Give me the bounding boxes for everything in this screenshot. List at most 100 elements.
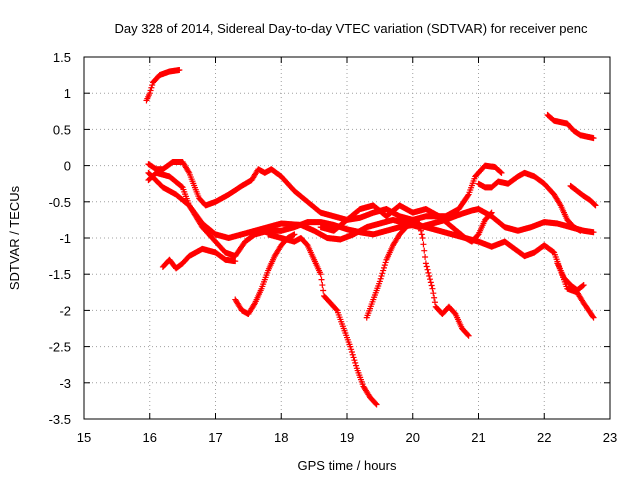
data-point: [425, 269, 432, 276]
y-axis-label: SDTVAR / TECUs: [7, 185, 22, 290]
series-arc-4: [145, 169, 597, 321]
data-point: [419, 235, 426, 241]
data-point: [590, 314, 597, 321]
series-arc-10: [475, 169, 584, 234]
data-point: [348, 349, 355, 356]
series-arc-12: [567, 182, 599, 209]
series-arc-8: [363, 216, 472, 339]
data-point: [421, 247, 428, 254]
data-point: [417, 224, 424, 231]
series-arc-13: [554, 260, 587, 294]
data-point: [577, 227, 584, 234]
data-point: [333, 306, 340, 313]
x-tick-label: 16: [143, 430, 157, 445]
data-point: [498, 169, 505, 176]
data-point: [320, 287, 327, 294]
data-point: [350, 354, 357, 361]
data-point: [589, 313, 596, 320]
data-point: [416, 220, 423, 227]
series-arc-2: [145, 158, 505, 223]
series-arc-11: [544, 111, 597, 142]
y-tick-label: -2: [59, 303, 71, 318]
data-point: [422, 260, 429, 267]
data-point: [379, 270, 386, 277]
data-point: [488, 209, 495, 216]
data-point: [380, 267, 387, 274]
data-point: [423, 263, 430, 270]
data-point: [185, 168, 192, 175]
data-point: [147, 87, 154, 94]
data-point: [591, 201, 598, 208]
data-point: [431, 294, 438, 301]
data-point: [251, 301, 258, 308]
series-arc-5: [159, 245, 239, 272]
data-point: [319, 282, 326, 289]
x-tick-label: 19: [340, 430, 354, 445]
x-tick-label: 21: [471, 430, 485, 445]
y-tick-label: -1.5: [49, 267, 71, 282]
data-point: [426, 273, 433, 280]
data-point: [590, 135, 597, 142]
data-point: [497, 169, 504, 176]
y-tick-label: 1: [64, 86, 71, 101]
series-arc-1: [143, 67, 183, 104]
x-tick-labels: 15 16 17 18 19 20 21 22 23: [77, 430, 617, 445]
data-point: [351, 357, 358, 364]
data-point: [580, 282, 587, 289]
y-tick-label: -3.5: [49, 412, 71, 427]
data-point: [352, 359, 359, 366]
series-arc-9: [317, 202, 495, 245]
data-point: [464, 331, 471, 338]
data-point: [348, 346, 355, 353]
x-tick-label: 20: [406, 430, 420, 445]
data-point: [418, 231, 425, 238]
data-point: [428, 282, 435, 289]
y-tick-label: 1.5: [53, 50, 71, 65]
y-tick-label: -0.5: [49, 195, 71, 210]
plot-frame: [83, 56, 611, 420]
data-point: [372, 400, 379, 407]
data-point: [378, 273, 385, 280]
x-tick-label: 17: [208, 430, 222, 445]
data-point: [377, 275, 384, 282]
data-point: [317, 271, 324, 278]
data-point: [176, 67, 183, 74]
data-point: [381, 262, 388, 269]
data-point: [380, 264, 387, 271]
data-point: [347, 343, 354, 350]
data-point: [592, 202, 599, 209]
data-point: [373, 401, 380, 408]
data-point: [590, 229, 597, 236]
data-point: [349, 351, 356, 358]
y-tick-label: -3: [59, 376, 71, 391]
data-point: [427, 279, 434, 286]
data-point: [232, 258, 239, 265]
y-tick-labels: 1.5 1 0.5 0 -0.5 -1 -1.5 -2 -2.5 -3 -3.5: [49, 50, 71, 427]
y-tick-label: -1: [59, 231, 71, 246]
data-point: [149, 82, 156, 89]
data-point: [146, 90, 153, 97]
x-tick-label: 22: [537, 430, 551, 445]
x-axis-label: GPS time / hours: [298, 458, 397, 473]
data-point: [417, 227, 424, 234]
x-tick-label: 18: [274, 430, 288, 445]
series-arc-7: [265, 231, 380, 408]
data-point: [420, 241, 427, 248]
data-point: [318, 276, 325, 283]
data-point: [464, 192, 471, 199]
data-point: [148, 84, 155, 91]
data-point: [430, 290, 437, 297]
chart-title: Day 328 of 2014, Sidereal Day-to-day VTE…: [114, 21, 588, 36]
data-point: [556, 201, 563, 208]
data-point: [431, 299, 438, 306]
data-point: [465, 332, 472, 339]
data-point: [422, 254, 429, 261]
data-point: [376, 278, 383, 285]
data-marks: [143, 67, 599, 408]
data-point: [291, 231, 298, 238]
data-point: [429, 285, 436, 292]
data-point: [353, 362, 360, 369]
x-tick-label: 23: [603, 430, 617, 445]
data-point: [427, 276, 434, 283]
data-point: [424, 266, 431, 273]
